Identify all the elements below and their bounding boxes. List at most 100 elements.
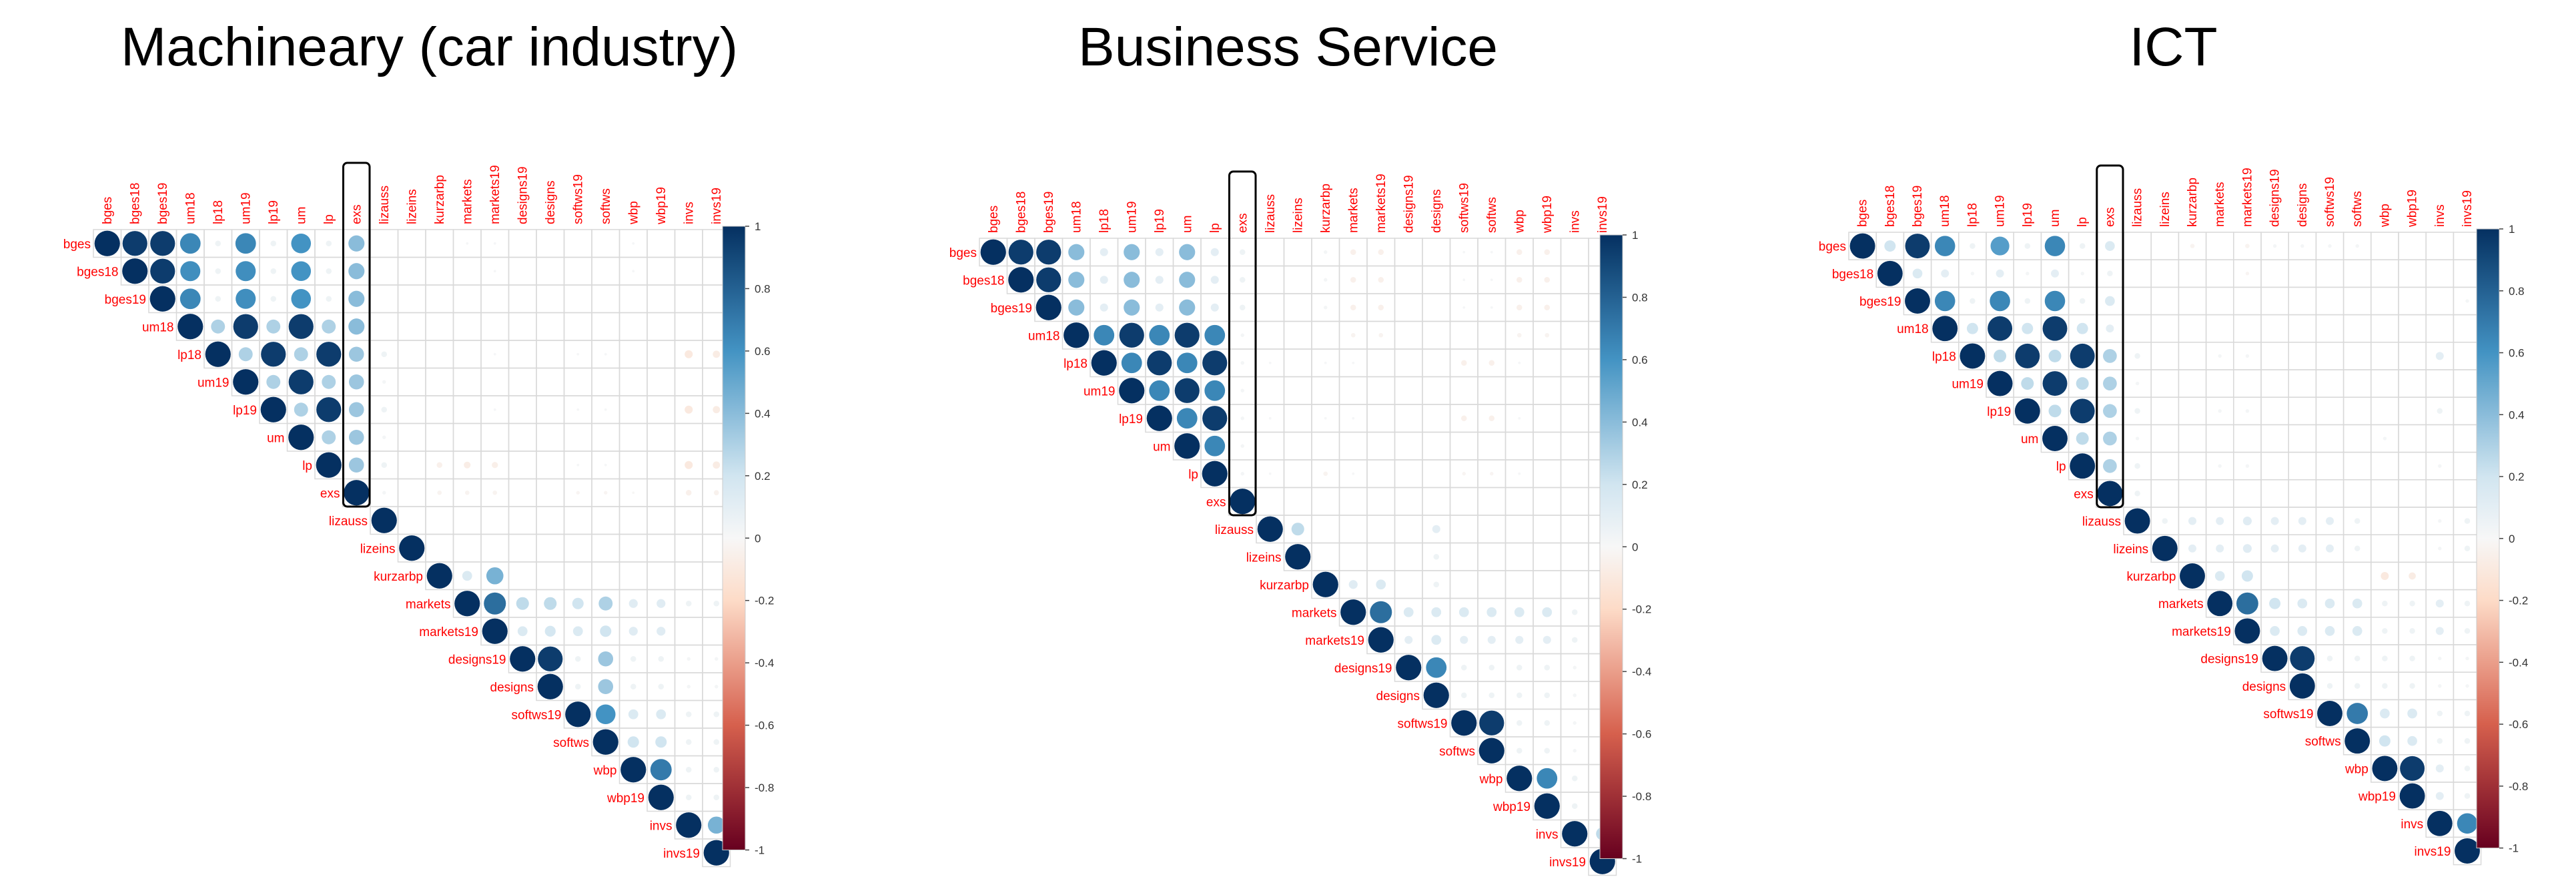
correlation-circle — [2245, 244, 2250, 248]
correlation-circle — [348, 263, 365, 280]
correlation-circle — [657, 599, 666, 608]
correlation-circle — [1239, 276, 1246, 283]
row-label: um18 — [142, 320, 174, 334]
grid-cell — [2398, 507, 2427, 535]
correlation-circle — [1990, 236, 2010, 256]
correlation-circle — [426, 563, 452, 589]
highlight-box — [2096, 164, 2124, 509]
row-label: um — [2021, 432, 2038, 447]
grid-cell — [1338, 376, 1368, 405]
grid-cell — [563, 506, 592, 535]
grid-cell — [2398, 396, 2427, 426]
correlation-circle — [2214, 571, 2225, 581]
grid-cell — [1283, 238, 1312, 267]
correlation-circle — [399, 535, 425, 561]
grid-cell — [2150, 424, 2180, 453]
grid-cell — [1449, 431, 1478, 461]
correlation-circle — [1544, 748, 1551, 754]
correlation-circle — [1905, 234, 1930, 259]
grid-cell — [2342, 342, 2372, 370]
correlation-circle — [122, 258, 148, 284]
correlation-circle — [598, 679, 614, 695]
grid-cell — [2150, 232, 2180, 260]
grid-cell — [1394, 265, 1423, 294]
column-label: designs19 — [516, 166, 530, 224]
row-label: exs — [320, 487, 340, 501]
column-label: lizeins — [1291, 198, 1305, 233]
correlation-circle — [1068, 272, 1085, 288]
grid-cell — [425, 367, 454, 396]
correlation-circle — [122, 231, 147, 256]
correlation-circle — [685, 489, 692, 496]
grid-cell — [2315, 369, 2344, 398]
row-label: designs — [2242, 680, 2286, 694]
correlation-circle — [371, 507, 397, 533]
correlation-circle — [2051, 269, 2059, 278]
correlation-circle — [2372, 756, 2398, 782]
correlation-circle — [2354, 518, 2360, 524]
column-label: wbp — [1513, 210, 1527, 234]
row-label: um19 — [197, 376, 230, 390]
grid-cell — [2342, 561, 2372, 591]
row-label: lizauss — [1215, 523, 1254, 537]
correlation-circle — [1518, 472, 1521, 475]
correlation-circle — [2409, 628, 2415, 634]
correlation-circle — [1202, 461, 1228, 487]
correlation-circle — [1490, 472, 1494, 476]
grid-cell — [2288, 424, 2317, 453]
correlation-circle — [2106, 324, 2114, 333]
colorbar-tick-label: 0 — [1632, 541, 1638, 553]
correlation-circle — [482, 618, 508, 644]
grid-cell — [1256, 238, 1285, 267]
correlation-circle — [2107, 270, 2113, 277]
correlation-circle — [2272, 244, 2277, 248]
grid-cell — [1366, 515, 1396, 544]
correlation-circle — [1035, 294, 1061, 320]
grid-cell — [647, 229, 676, 258]
row-label: wbp — [593, 764, 617, 778]
row-label: designs — [490, 681, 534, 695]
correlation-circle — [2162, 518, 2168, 524]
grid-cell — [1366, 431, 1396, 461]
grid-cell — [397, 312, 426, 341]
grid-cell — [647, 395, 676, 424]
row-label: wbp19 — [606, 792, 645, 806]
correlation-circle — [2079, 298, 2086, 304]
correlation-circle — [1941, 269, 1950, 278]
correlation-circle — [2298, 544, 2306, 553]
correlation-circle — [2409, 572, 2416, 580]
correlation-circle — [1884, 240, 1896, 252]
correlation-circle — [326, 296, 332, 302]
grid-cell — [2150, 314, 2180, 343]
correlation-circle — [576, 491, 580, 495]
grid-cell — [674, 312, 703, 341]
grid-cell — [2398, 534, 2427, 563]
column-label: exs — [1236, 213, 1250, 233]
correlation-circle — [537, 673, 563, 699]
correlation-circle — [2354, 655, 2360, 661]
correlation-circle — [233, 314, 258, 339]
grid-cell — [425, 256, 454, 286]
grid-cell — [2315, 479, 2344, 508]
correlation-circle — [1479, 710, 1505, 735]
correlation-circle — [1324, 416, 1327, 420]
grid-cell — [508, 395, 537, 424]
column-label: invs — [1568, 210, 1582, 233]
correlation-circle — [493, 408, 496, 411]
grid-cell — [2150, 286, 2180, 316]
column-label: bges18 — [1883, 186, 1897, 227]
correlation-circle — [238, 347, 253, 362]
grid-cell — [370, 312, 399, 341]
correlation-circle — [2435, 599, 2444, 608]
correlation-circle — [1155, 303, 1164, 312]
colorbar-tick-label: -0.8 — [2509, 780, 2528, 793]
correlation-circle — [620, 757, 647, 783]
correlation-circle — [2262, 645, 2288, 671]
grid-cell — [2342, 314, 2372, 343]
correlation-circle — [517, 626, 528, 637]
grid-cell — [1311, 320, 1340, 350]
correlation-circle — [1100, 248, 1108, 256]
grid-cell — [452, 256, 482, 286]
correlation-circle — [1571, 637, 1578, 643]
correlation-circle — [2409, 655, 2415, 661]
